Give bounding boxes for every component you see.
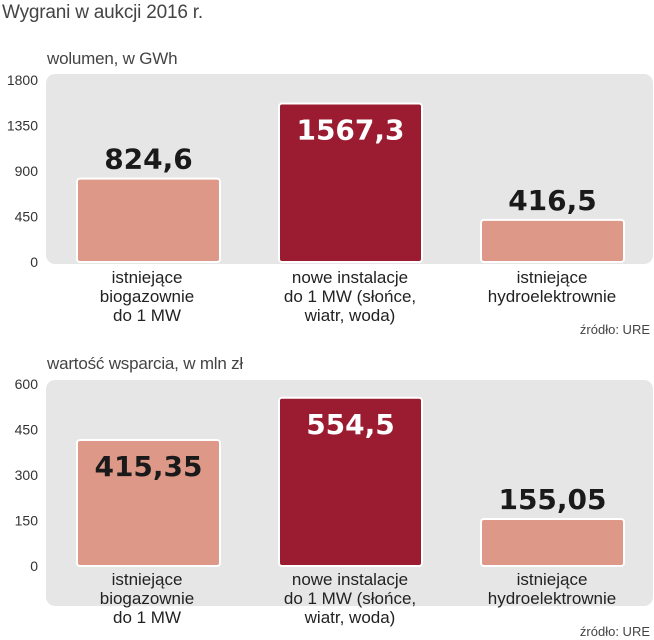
support-category-1-line-1: istniejące (111, 570, 183, 589)
volume-value-label-3: 416,5 (508, 184, 597, 217)
volume-category-label-3: istniejące hydroelektrownie (457, 268, 647, 306)
volume-category-label-2: nowe instalacje do 1 MW (słońce, wiatr, wo… (255, 268, 445, 325)
volume-category-3-line-2: hydroelektrownie (487, 287, 617, 306)
support-ytick-2: 300 (15, 467, 39, 483)
volume-chart: wolumen, w GWh 0 450 900 1350 1800 824,6 1567,… (7, 49, 653, 337)
volume-category-1-line-3: do 1 MW (112, 306, 182, 325)
support-chart-title: wartość wsparcia, w mln zł (47, 354, 244, 373)
support-category-2-line-3: wiatr, woda) (304, 608, 396, 627)
support-bar-1 (76, 439, 221, 567)
support-category-1-line-3: do 1 MW (112, 608, 182, 627)
volume-category-2-line-1: nowe instalacje (291, 268, 409, 287)
volume-chart-svg: 0 450 900 1350 1800 824,6 1567,3 416,5 (7, 72, 625, 270)
volume-value-label-2: 1567,3 (296, 114, 404, 147)
support-category-1-line-2: biogazownie (99, 589, 195, 608)
support-ytick-0: 0 (30, 558, 38, 574)
page-title: Wygrani w aukcji 2016 r. (2, 2, 203, 23)
support-source: źródło: URE (579, 624, 650, 639)
volume-ytick-0: 0 (30, 254, 38, 270)
volume-category-label-1: istniejące biogazownie do 1 MW (52, 268, 242, 325)
support-category-2-line-1: nowe instalacje (291, 570, 409, 589)
volume-chart-title: wolumen, w GWh (47, 49, 178, 68)
support-value-label-3: 155,05 (498, 483, 606, 516)
support-ytick-4: 600 (15, 376, 39, 392)
volume-bar-3 (480, 218, 625, 263)
support-chart-svg: 0 150 300 450 600 415,35 554,5 155,05 (15, 376, 625, 574)
volume-category-1-line-2: biogazownie (99, 287, 195, 306)
support-ytick-1: 150 (15, 513, 39, 529)
support-category-2-line-2: do 1 MW (słońce, (283, 589, 417, 608)
volume-category-3-line-1: istniejące (516, 268, 588, 287)
volume-category-2-line-3: wiatr, woda) (304, 306, 396, 325)
volume-ytick-1: 450 (15, 209, 39, 225)
volume-category-1-line-1: istniejące (111, 268, 183, 287)
support-category-3-line-2: hydroelektrownie (487, 589, 617, 608)
support-category-label-1: istniejące biogazownie do 1 MW (52, 570, 242, 627)
volume-category-2-line-2: do 1 MW (słońce, (283, 287, 417, 306)
support-bar-2 (278, 396, 423, 567)
support-value-label-1: 415,35 (94, 450, 202, 483)
support-value-chart: wartość wsparcia, w mln zł 0 150 300 450 600… (0, 340, 654, 640)
support-ytick-3: 450 (15, 422, 39, 438)
volume-ytick-3: 1350 (7, 118, 38, 134)
support-category-label-3: istniejące hydroelektrownie (457, 570, 647, 608)
support-bar-3 (480, 517, 625, 568)
support-category-3-line-1: istniejące (516, 570, 588, 589)
support-category-label-2: nowe instalacje do 1 MW (słońce, wiatr, wo… (255, 570, 445, 627)
volume-bar-2 (278, 102, 423, 264)
volume-value-label-1: 824,6 (104, 143, 193, 176)
volume-source: źródło: URE (579, 322, 650, 337)
support-value-label-2: 554,5 (306, 408, 395, 441)
volume-bar-1 (76, 177, 221, 263)
volume-ytick-4: 1800 (7, 72, 38, 88)
volume-ytick-2: 900 (15, 163, 39, 179)
